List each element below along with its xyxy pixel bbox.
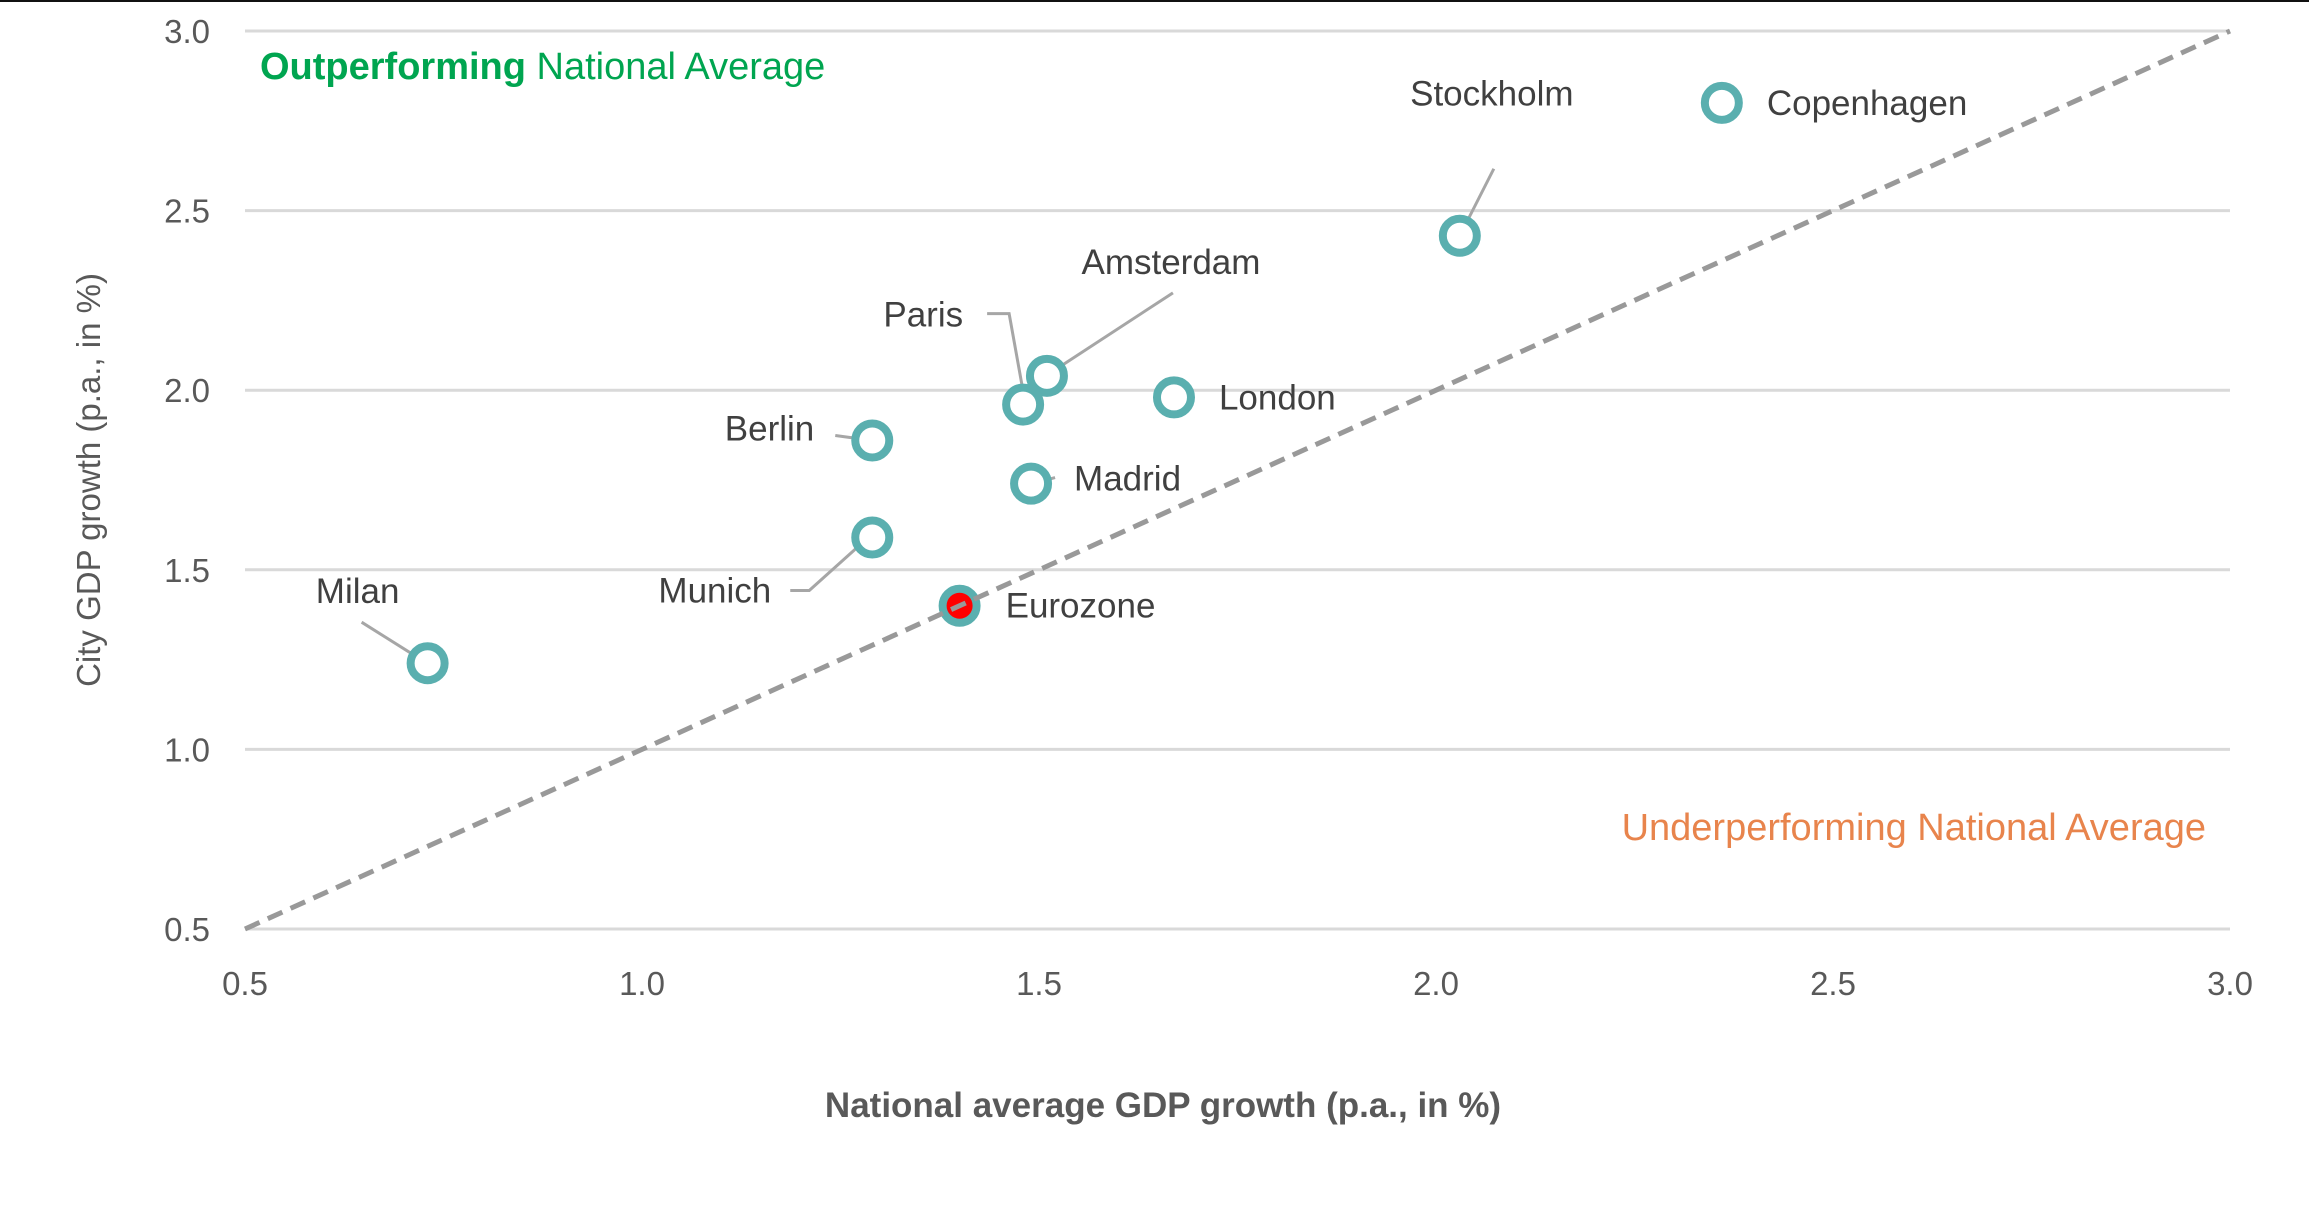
data-labels: Copenhagen Stockholm Amsterdam Paris London B… <box>316 75 1968 626</box>
data-point-copenhagen <box>1700 81 1743 124</box>
data-label-madrid: Madrid <box>1074 460 1181 499</box>
outperforming-rest: National Average <box>526 46 825 88</box>
y-tick-label: 2.5 <box>164 193 210 230</box>
y-tick-label: 3.0 <box>164 13 210 50</box>
y-axis-ticks: 0.5 1.0 1.5 2.0 2.5 3.0 <box>164 13 210 948</box>
y-tick-label: 1.5 <box>164 552 210 589</box>
data-point-madrid <box>1010 462 1053 505</box>
y-tick-label: 0.5 <box>164 911 210 948</box>
data-point-paris <box>1002 383 1045 426</box>
x-axis-ticks: 0.5 1.0 1.5 2.0 2.5 3.0 <box>222 965 2253 1002</box>
data-point-stockholm <box>1438 214 1481 257</box>
x-tick-label: 0.5 <box>222 965 268 1002</box>
data-label-stockholm: Stockholm <box>1410 75 1573 114</box>
y-axis-title: City GDP growth (p.a., in %) <box>70 273 107 687</box>
top-border <box>0 0 2309 2</box>
data-points <box>406 81 1743 685</box>
leader-line-munich <box>790 536 870 592</box>
data-label-london: London <box>1219 378 1336 417</box>
data-point-london <box>1152 376 1195 419</box>
data-label-amsterdam: Amsterdam <box>1081 243 1260 282</box>
leader-line-paris <box>987 312 1027 403</box>
data-label-copenhagen: Copenhagen <box>1767 84 1967 123</box>
leader-line-amsterdam <box>1048 291 1174 376</box>
y-tick-label: 1.0 <box>164 731 210 768</box>
data-point-berlin <box>851 419 894 462</box>
data-point-milan <box>406 642 449 685</box>
gridlines <box>245 29 2230 931</box>
reference-line-y-equals-x <box>243 28 2232 932</box>
x-tick-label: 2.0 <box>1413 965 1459 1002</box>
x-tick-label: 1.5 <box>1016 965 1062 1002</box>
x-tick-label: 3.0 <box>2207 965 2253 1002</box>
x-tick-label: 1.0 <box>619 965 665 1002</box>
x-tick-label: 2.5 <box>1810 965 1856 1002</box>
data-label-milan: Milan <box>316 572 400 611</box>
data-label-berlin: Berlin <box>725 409 814 448</box>
data-point-munich <box>851 516 894 559</box>
data-label-eurozone: Eurozone <box>1006 587 1156 626</box>
y-tick-label: 2.0 <box>164 372 210 409</box>
outperforming-bold: Outperforming <box>260 46 526 88</box>
underperforming-annotation: Underperforming National Average <box>1622 807 2206 849</box>
data-label-paris: Paris <box>883 296 963 335</box>
outperforming-annotation: Outperforming National Average <box>260 46 825 88</box>
data-label-munich: Munich <box>658 571 771 610</box>
data-point-amsterdam <box>1025 354 1068 397</box>
x-axis-title: National average GDP growth (p.a., in %) <box>825 1086 1501 1125</box>
